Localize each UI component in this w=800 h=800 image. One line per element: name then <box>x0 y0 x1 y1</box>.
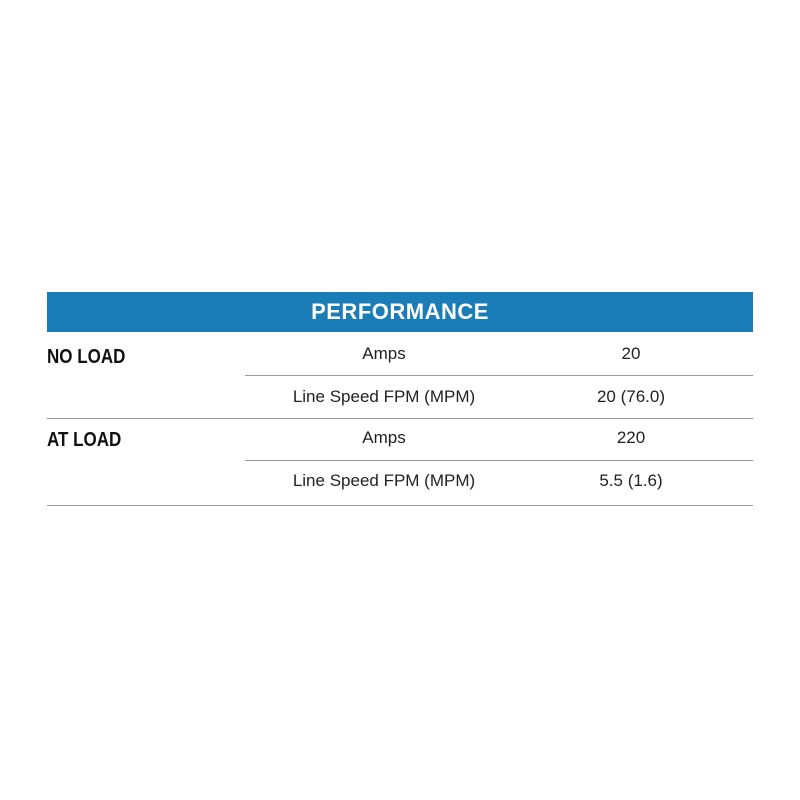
group-label-no-load: NO LOAD <box>47 346 126 368</box>
table-header: PERFORMANCE <box>47 292 753 332</box>
group-label-at-load: AT LOAD <box>47 429 122 451</box>
row-label: Line Speed FPM (MPM) <box>292 471 476 490</box>
row-label: Line Speed FPM (MPM) <box>292 387 476 406</box>
group-divider <box>47 418 753 419</box>
row-value: 5.5 (1.6) <box>599 471 663 490</box>
row-divider <box>245 375 753 376</box>
row-value: 20 <box>621 344 641 363</box>
row-value: 220 <box>616 428 646 447</box>
row-label: Amps <box>362 428 406 447</box>
group-divider <box>47 505 753 506</box>
row-value: 20 (76.0) <box>596 387 666 406</box>
row-divider <box>245 460 753 461</box>
row-label: Amps <box>362 344 406 363</box>
